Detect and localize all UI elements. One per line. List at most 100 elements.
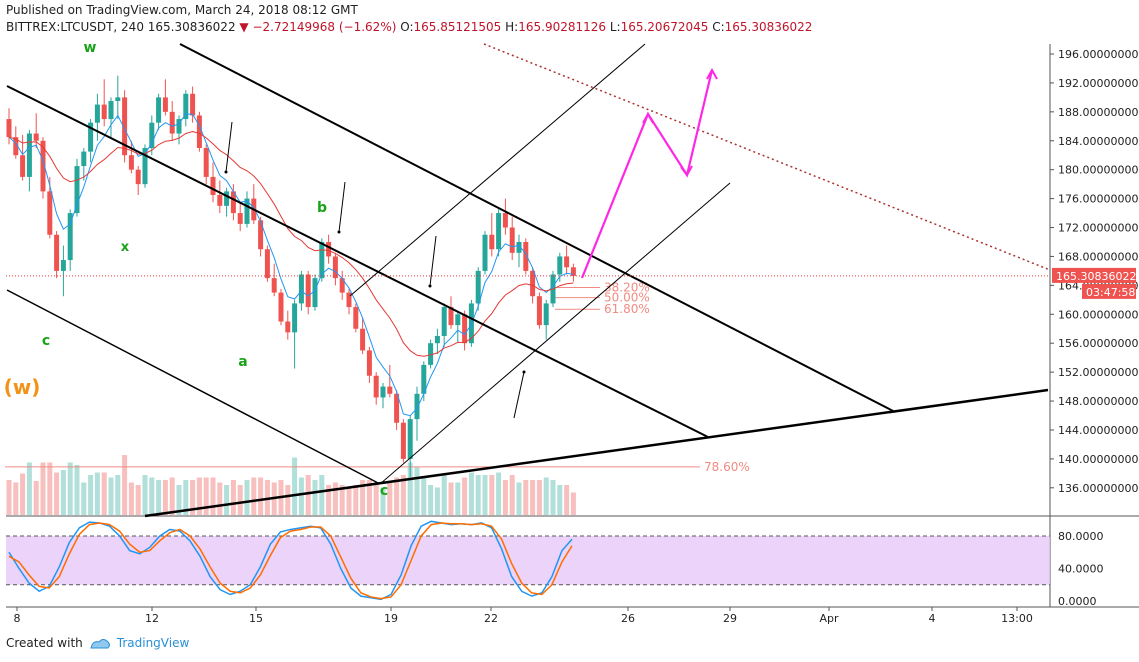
price-tick-label: 192.00000000 — [1058, 77, 1138, 90]
countdown-tag — [1082, 283, 1136, 299]
volume-bar — [434, 487, 440, 515]
candle-body — [421, 364, 427, 394]
low-label: L: — [609, 20, 621, 34]
price-tick-label: 136.00000000 — [1058, 482, 1138, 495]
volume-bar — [353, 485, 359, 515]
time-tick-label: 19 — [384, 612, 398, 625]
candle-body — [190, 93, 196, 116]
volume-bar — [190, 480, 196, 515]
price-tick-label: 180.00000000 — [1058, 164, 1138, 177]
volume-bar — [115, 475, 121, 515]
candle-body — [271, 278, 277, 293]
time-tick-label: 4 — [929, 612, 936, 625]
time-tick-label: 29 — [723, 612, 737, 625]
candle-body — [455, 314, 461, 326]
volume-bar — [251, 477, 257, 515]
fib-label: 50.00% — [604, 291, 650, 305]
volume-bar — [101, 472, 107, 515]
trend-lines — [6, 43, 1051, 518]
trend-line — [6, 289, 381, 485]
volume-bar — [468, 472, 474, 515]
time-tick-label: 12 — [145, 612, 159, 625]
candle-body — [570, 267, 576, 276]
candle-body — [258, 220, 264, 250]
published-text: Published on TradingView.com, March 24, … — [6, 3, 358, 17]
projection-arrowhead — [680, 165, 693, 177]
trend-line — [144, 388, 1049, 518]
wave-label: a — [238, 354, 247, 370]
candle-body — [285, 321, 291, 333]
candle-body — [54, 234, 60, 271]
candle-body — [366, 350, 372, 376]
volume-bar — [122, 455, 128, 515]
price-projection — [580, 67, 718, 279]
fib-label: 78.60% — [704, 460, 750, 474]
candle-body — [312, 278, 318, 308]
trend-line — [349, 43, 646, 297]
projection-path — [580, 69, 714, 279]
volume-bar — [516, 482, 522, 515]
wave-label: c — [380, 483, 388, 499]
candle-body — [230, 191, 236, 214]
candle-body — [496, 213, 502, 250]
trend-line — [483, 43, 1051, 271]
volume-bar — [536, 480, 542, 515]
volume-bar — [13, 482, 19, 515]
volume-bar — [475, 475, 481, 515]
annotation-arrow — [429, 235, 437, 287]
volume-bar — [509, 475, 515, 515]
volume-bar — [543, 477, 549, 515]
volume-bar — [298, 477, 304, 515]
volume-bar — [557, 485, 563, 515]
wave-label: x — [121, 240, 130, 255]
candle-body — [94, 104, 100, 123]
candle-body — [13, 137, 19, 156]
volume-bar — [176, 485, 182, 515]
candle-body — [543, 303, 549, 326]
time-tick-label: Apr — [819, 612, 839, 625]
volume-bar — [47, 462, 53, 515]
volume-bar — [169, 477, 175, 515]
volume-bar — [387, 482, 393, 515]
trend-line — [379, 182, 731, 485]
volume-bar — [489, 475, 495, 515]
volume-bar — [550, 480, 556, 515]
annotation-arrow-head — [337, 230, 341, 234]
volume-histogram — [6, 455, 576, 515]
volume-bar — [496, 472, 502, 515]
volume-bar — [135, 485, 141, 515]
candle-body — [278, 292, 284, 322]
candle-body — [400, 422, 406, 459]
price-tick-label: 176.00000000 — [1058, 193, 1138, 206]
volume-bar — [462, 477, 468, 515]
tradingview-brand[interactable]: TradingView — [116, 636, 190, 650]
candle-body — [523, 241, 529, 271]
volume-bar — [162, 480, 168, 515]
candle-body — [353, 307, 359, 329]
candle-body — [210, 176, 216, 195]
last-price: 165.30836022 — [147, 20, 236, 34]
candle-body — [74, 166, 80, 214]
symbol-name[interactable]: BITTREX:LTCUSDT, 240 — [6, 20, 144, 34]
time-tick-label: 22 — [484, 612, 498, 625]
candle-body — [502, 213, 508, 228]
current-price-label: 165.30836022 — [1056, 270, 1136, 283]
candle-body — [509, 227, 515, 253]
volume-bar — [210, 477, 216, 515]
volume-bar — [482, 475, 488, 515]
candle-body — [115, 97, 121, 101]
volume-bar — [394, 477, 400, 515]
price-tick-label: 144.00000000 — [1058, 424, 1138, 437]
close-value: 165.30836022 — [724, 20, 813, 34]
candle-body — [33, 133, 39, 141]
volume-bar — [149, 477, 155, 515]
time-tick-label: 8 — [14, 612, 21, 625]
candle-body — [326, 241, 332, 257]
candle-body — [26, 133, 32, 177]
volume-bar — [81, 482, 87, 515]
volume-bar — [156, 480, 162, 515]
low-value: 165.20672045 — [620, 20, 709, 34]
high-label: H: — [505, 20, 519, 34]
close-label: C: — [712, 20, 725, 34]
